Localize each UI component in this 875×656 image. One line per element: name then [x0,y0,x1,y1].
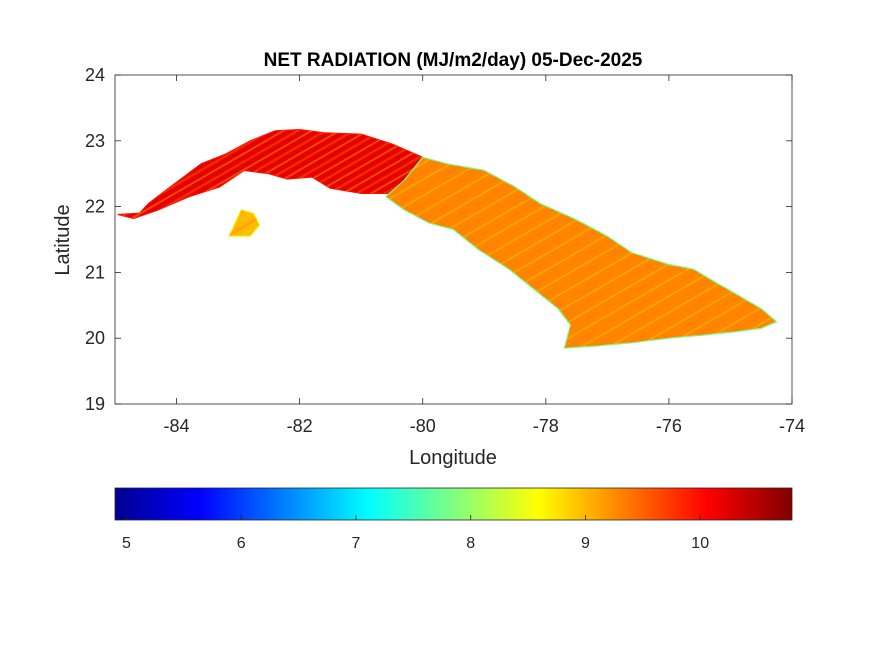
colorbar-tick-label: 7 [352,535,361,552]
plot-area [114,74,793,405]
x-tick-label: -82 [287,416,313,436]
x-axis: -84 -82 -80 -78 -76 -74 [164,75,805,436]
x-axis-label: Longitude [409,447,497,469]
map-region-texture-0 [118,129,442,219]
y-tick-label: 19 [85,394,105,414]
colorbar-tick-label: 6 [237,535,246,552]
y-tick-label: 21 [85,262,105,282]
y-axis: 19 20 21 22 23 24 [85,65,792,414]
chart-title: NET RADIATION (MJ/m2/day) 05-Dec-2025 [264,50,643,71]
y-axis-label: Latitude [52,204,74,275]
x-tick-label: -76 [656,416,682,436]
x-tick-label: -78 [533,416,559,436]
map-region-texture-1 [385,157,777,349]
map-layer [117,129,778,349]
colorbar-tick-label: 8 [466,535,475,552]
x-tick-label: -74 [779,416,805,436]
y-tick-label: 23 [85,131,105,151]
colorbar-tick-label: 9 [581,535,590,552]
colorbar-ticks: 5 6 7 8 9 10 [122,515,709,552]
x-tick-label: -80 [410,416,436,436]
map-region-texture-2 [228,209,260,237]
colorbar-tick-label: 10 [691,535,709,552]
y-tick-label: 24 [85,65,105,85]
y-tick-label: 20 [85,328,105,348]
colorbar-tick-label: 5 [122,535,131,552]
y-tick-label: 22 [85,197,105,217]
colorbar [114,487,793,521]
x-tick-label: -84 [164,416,190,436]
